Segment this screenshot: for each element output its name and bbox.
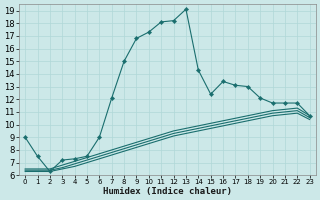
X-axis label: Humidex (Indice chaleur): Humidex (Indice chaleur) (103, 187, 232, 196)
